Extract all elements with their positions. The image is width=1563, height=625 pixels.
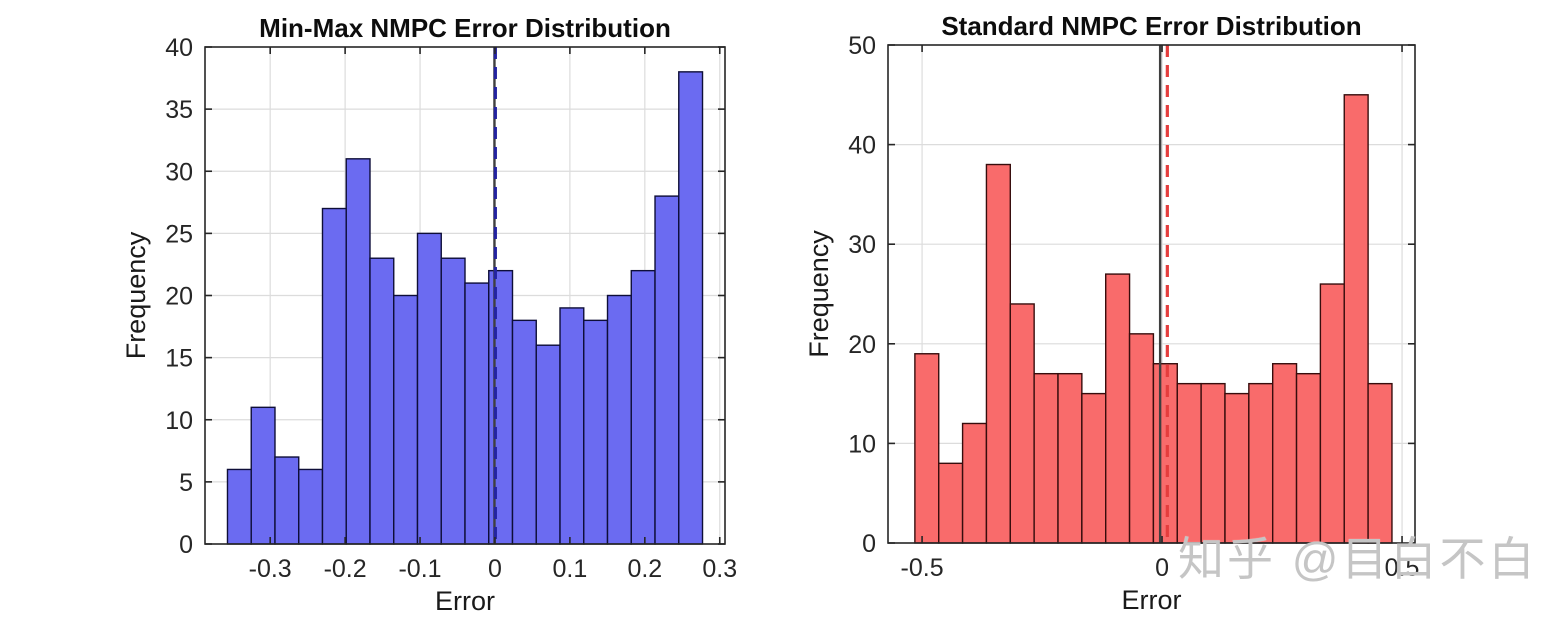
y-tick-label: 40 (165, 34, 193, 62)
histogram-bar (1105, 273, 1131, 544)
histogram-bar (1152, 363, 1178, 544)
y-tick-label: 50 (848, 32, 876, 60)
histogram-bar (1128, 333, 1155, 544)
histogram-bar (1200, 382, 1226, 544)
histogram-bar (416, 232, 442, 545)
y-tick-label: 30 (165, 158, 193, 186)
x-tick-label: 0 (488, 555, 502, 583)
histogram-bar (1009, 303, 1035, 544)
chart-minmax-nmpc: -0.3 -0.2 -0.1 0 0.1 0.2 0.3 0 5 10 15 20 25 30 35 40 Mi… (0, 0, 781, 625)
histogram-bar (511, 319, 537, 545)
histogram-minmax-svg: -0.3 -0.2 -0.1 0 0.1 0.2 0.3 0 5 10 15 20 25 30 35 40 Mi… (121, 13, 737, 616)
histogram-bar (678, 71, 704, 545)
histogram-bar (1248, 382, 1274, 544)
histogram-bar (1176, 382, 1202, 544)
histogram-bar (1271, 363, 1298, 544)
histogram-bar (298, 468, 324, 545)
y-axis-label: Frequency (804, 230, 834, 358)
x-axis-label: Error (435, 586, 495, 616)
y-tick-label: 15 (165, 345, 193, 373)
histogram-bar (583, 319, 609, 545)
histogram-bar (226, 468, 252, 545)
histogram-bar (1224, 392, 1250, 544)
x-tick-label: -0.1 (398, 555, 441, 583)
y-tick-label: 0 (862, 530, 876, 558)
y-tick-label: 25 (165, 220, 193, 248)
histogram-bar (1319, 283, 1345, 544)
axes-box (887, 44, 1416, 544)
histogram-bar (369, 257, 395, 545)
histogram-bar (464, 282, 490, 545)
x-tick-label: -0.5 (901, 554, 944, 582)
histogram-bar (914, 353, 940, 544)
y-tick-label: 20 (848, 331, 876, 359)
chart-title: Standard NMPC Error Distribution (941, 11, 1361, 41)
x-tick-label: 0.2 (627, 555, 662, 583)
histogram-bar (559, 307, 585, 545)
histogram-bar (1057, 372, 1083, 544)
histogram-bar (274, 456, 300, 545)
x-tick-label: 0.3 (702, 555, 737, 583)
histogram-bar (1295, 372, 1322, 544)
y-axis-label: Frequency (121, 231, 151, 359)
histogram-bar (630, 269, 656, 545)
y-tick-label: 10 (165, 407, 193, 435)
histogram-bar (961, 422, 988, 544)
histogram-bar (1033, 372, 1059, 544)
histogram-bar (250, 406, 276, 545)
histogram-standard-svg: -0.5 0 0.5 0 10 20 30 40 50 Standard NMPC Error D… (804, 11, 1420, 615)
watermark-zhihu: 知乎 @目白不白 (1178, 533, 1538, 585)
y-tick-label: 5 (179, 469, 193, 497)
histogram-bar (938, 462, 964, 544)
y-tick-label: 40 (848, 132, 876, 160)
y-tick-label: 20 (165, 283, 193, 311)
histogram-bar (1081, 392, 1107, 544)
histogram-bar (985, 163, 1011, 544)
x-tick-label: -0.3 (249, 555, 292, 583)
histogram-bar (345, 158, 371, 545)
histogram-bar (535, 344, 561, 545)
x-axis-label: Error (1122, 585, 1182, 615)
histogram-bar (488, 269, 514, 545)
y-tick-label: 35 (165, 96, 193, 124)
chart-title: Min-Max NMPC Error Distribution (259, 13, 671, 43)
x-tick-label: 0.1 (553, 555, 588, 583)
histogram-bar (1367, 382, 1393, 544)
y-tick-label: 0 (179, 531, 193, 559)
x-tick-label: -0.2 (324, 555, 367, 583)
x-tick-label: 0 (1155, 554, 1169, 582)
y-tick-label: 10 (848, 430, 876, 458)
histogram-bar (393, 294, 419, 545)
chart-standard-nmpc: -0.5 0 0.5 0 10 20 30 40 50 Standard NMPC Error D… (781, 0, 1563, 625)
y-tick-label: 30 (848, 231, 876, 259)
histogram-bar (654, 195, 680, 545)
histogram-bar (440, 257, 466, 545)
x-tick-label: 0.5 (1385, 554, 1420, 582)
histogram-bar (321, 207, 347, 545)
histogram-bar (606, 294, 632, 545)
histogram-bar (1343, 94, 1369, 544)
